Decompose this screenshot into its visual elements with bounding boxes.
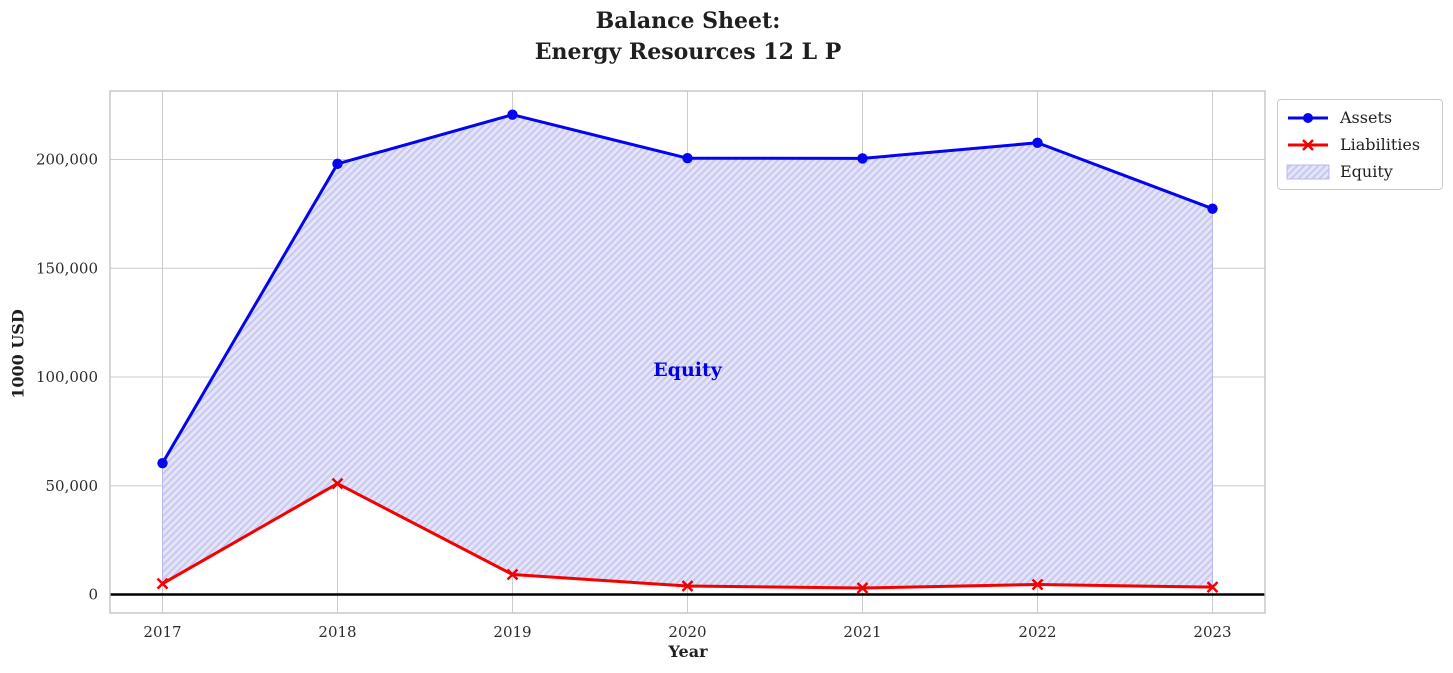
liabilities-marker [681,580,694,592]
assets-marker [1207,203,1218,214]
x-axis-label: Year [668,642,708,661]
legend: Assets Liabilities Equity [1277,99,1443,190]
assets-marker [1032,137,1043,148]
legend-item-equity: Equity [1286,158,1434,185]
y-tick-label: 150,000 [36,259,98,277]
x-tick-label: 2021 [843,623,881,641]
chart-title-line1: Balance Sheet: [595,8,781,34]
legend-label-assets: Assets [1340,108,1393,127]
legend-item-liabilities: Liabilities [1286,131,1434,158]
x-tick-label: 2018 [318,623,356,641]
legend-swatch-assets-line-icon [1286,109,1330,127]
equity-annotation: Equity [653,359,722,382]
liabilities-marker [856,582,869,594]
liabilities-marker [331,477,344,490]
x-tick-label: 2020 [668,623,706,641]
assets-marker [682,153,693,164]
x-tick-label: 2019 [493,623,531,641]
liabilities-marker [506,568,519,581]
equity-area [162,114,1213,589]
plot-border [109,90,1266,614]
legend-item-assets: Assets [1286,104,1434,131]
chart-title-line2: Energy Resources 12 L P [534,39,842,65]
assets-marker [507,109,518,120]
y-tick-label: 50,000 [46,477,99,495]
assets-marker [857,153,868,164]
legend-label-liabilities: Liabilities [1340,135,1421,154]
liabilities-marker [1031,578,1044,591]
liabilities-marker [156,577,169,590]
assets-marker [157,457,168,469]
y-tick-label: 0 [88,586,98,604]
x-tick-label: 2023 [1193,623,1231,641]
x-tick-label: 2022 [1018,623,1056,641]
liabilities-marker [1206,581,1219,594]
legend-label-equity: Equity [1340,162,1393,181]
chart-title: Balance Sheet: Energy Resources 12 L P [110,6,1266,68]
legend-swatch-equity-patch-icon [1286,163,1330,181]
y-tick-label: 100,000 [36,368,98,386]
assets-marker [332,158,343,170]
y-tick-label: 200,000 [36,151,98,169]
x-tick-label: 2017 [143,623,181,641]
legend-swatch-liabilities-line-icon [1286,136,1330,154]
